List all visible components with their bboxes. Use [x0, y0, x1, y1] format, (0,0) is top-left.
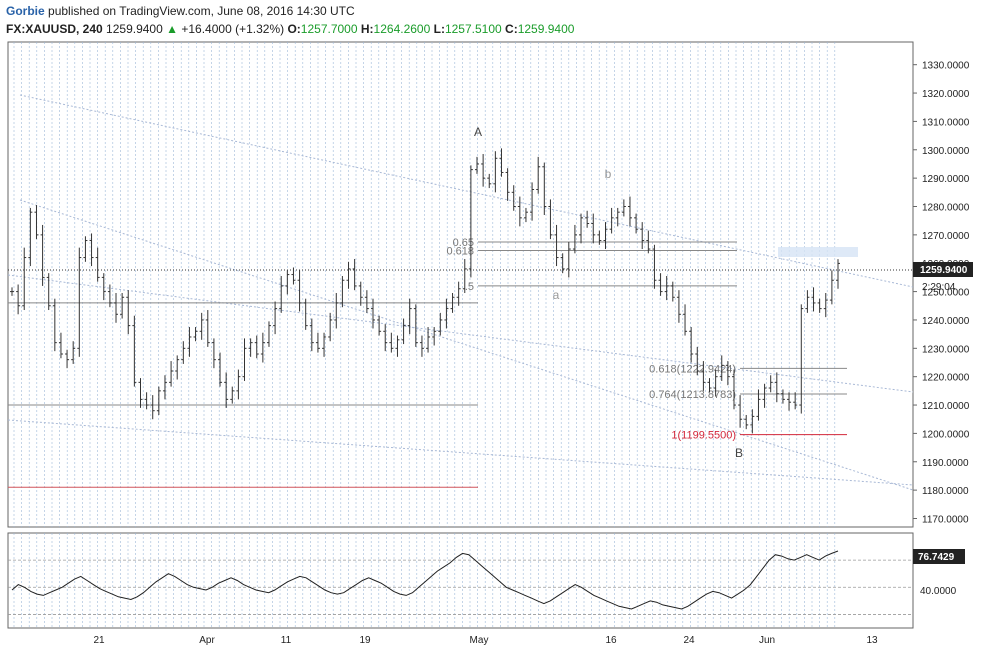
target-zone: [778, 247, 858, 257]
fib-label: 0.618: [446, 245, 474, 257]
last-price-marker-text: 1259.9400: [920, 265, 968, 276]
up-arrow-icon: ▲: [166, 22, 179, 36]
x-tick-label: 24: [683, 635, 695, 646]
y-tick-label: 1180.0000: [922, 486, 969, 497]
x-tick-label: 19: [359, 635, 371, 646]
fib-label: 0.618(1222.9424): [649, 363, 736, 375]
channel-line: [19, 94, 914, 288]
last-price: 1259.9400: [106, 22, 163, 36]
y-tick-label: 1250.0000: [922, 288, 970, 299]
y-tick-label: 1290.0000: [922, 174, 970, 185]
last-price-marker: [913, 262, 973, 277]
fib-retracements: 0.650.618 .5 0.618(1222.9424) 0.764(1213.87…: [446, 237, 847, 442]
x-tick-label: Apr: [199, 635, 215, 646]
vertical-grid: [13, 42, 836, 527]
x-tick-label: 16: [605, 635, 617, 646]
x-tick-label: 11: [281, 635, 292, 646]
author-name[interactable]: Gorbie: [6, 4, 45, 18]
rsi-pane[interactable]: [7, 532, 914, 629]
ohlc-header: FX:XAUUSD, 240 1259.9400 ▲ +16.4000 (+1.…: [6, 22, 574, 36]
y-tick-label: 1230.0000: [922, 344, 970, 355]
high-label: H:: [360, 22, 374, 36]
channel-line: [7, 274, 914, 393]
open-label: O:: [287, 22, 301, 36]
y-tick-label: 1300.0000: [922, 146, 970, 157]
countdown-label: 2:29:04: [922, 282, 956, 293]
y-tick-label: 1200.0000: [922, 429, 970, 440]
wave-labels: Ab a B: [474, 125, 743, 460]
fib-label: .5: [465, 281, 474, 293]
low-value: 1257.5100: [444, 22, 502, 36]
trend-channels: [7, 94, 914, 491]
rsi-tick-40: 40.0000: [920, 586, 957, 597]
y-tick-label: 1320.0000: [922, 89, 970, 100]
y-tick-label: 1280.0000: [922, 203, 970, 214]
y-tick-label: 1270.0000: [922, 231, 970, 242]
y-tick-label: 1330.0000: [922, 61, 970, 72]
rsi-value-marker: [913, 549, 965, 564]
y-tick-label: 1240.0000: [922, 316, 970, 327]
symbol-label: FX:XAUUSD, 240: [6, 22, 103, 36]
rsi-guides: [8, 559, 913, 615]
main-pane[interactable]: [7, 41, 914, 528]
open-value: 1257.7000: [300, 22, 358, 36]
change-value: +16.4000 (+1.32%): [181, 22, 285, 36]
channel-line: [19, 199, 914, 491]
wave-label: B: [735, 446, 743, 460]
publish-info: published on TradingView.com, June 08, 2…: [48, 4, 355, 18]
x-tick-label: 21: [93, 635, 105, 646]
fib-label: 0.65: [453, 237, 474, 249]
publish-header: Gorbie published on TradingView.com, Jun…: [6, 4, 355, 18]
wave-label: A: [474, 125, 482, 139]
price-bars: [10, 148, 840, 434]
x-tick-label: May: [470, 635, 489, 646]
fib-label: 1(1199.5500): [671, 430, 736, 442]
rsi-value-text: 76.7429: [918, 552, 955, 563]
y-tick-label: 1220.0000: [922, 373, 970, 384]
y-tick-label: 1170.0000: [922, 514, 969, 525]
x-tick-label: 13: [866, 635, 878, 646]
wave-label: b: [605, 167, 612, 181]
wave-label: a: [553, 288, 560, 302]
rsi-line: [11, 550, 839, 610]
time-axis[interactable]: 21 Apr 11 19 May 16 24 Jun 13: [93, 635, 878, 646]
x-tick-label: Jun: [759, 635, 775, 646]
high-value: 1264.2600: [373, 22, 431, 36]
y-tick-label: 1190.0000: [922, 458, 969, 469]
horizontal-levels: [8, 302, 478, 488]
low-label: L:: [433, 22, 445, 36]
close-value: 1259.9400: [517, 22, 575, 36]
price-axis[interactable]: 1330.0000 1320.0000 1310.0000 1300.0000 1290…: [913, 61, 970, 526]
close-label: C:: [505, 22, 518, 36]
channel-line: [7, 419, 914, 486]
y-tick-label: 1310.0000: [922, 117, 970, 128]
y-tick-label: 1210.0000: [922, 401, 970, 412]
fib-label: 0.764(1213.8783): [649, 389, 736, 401]
